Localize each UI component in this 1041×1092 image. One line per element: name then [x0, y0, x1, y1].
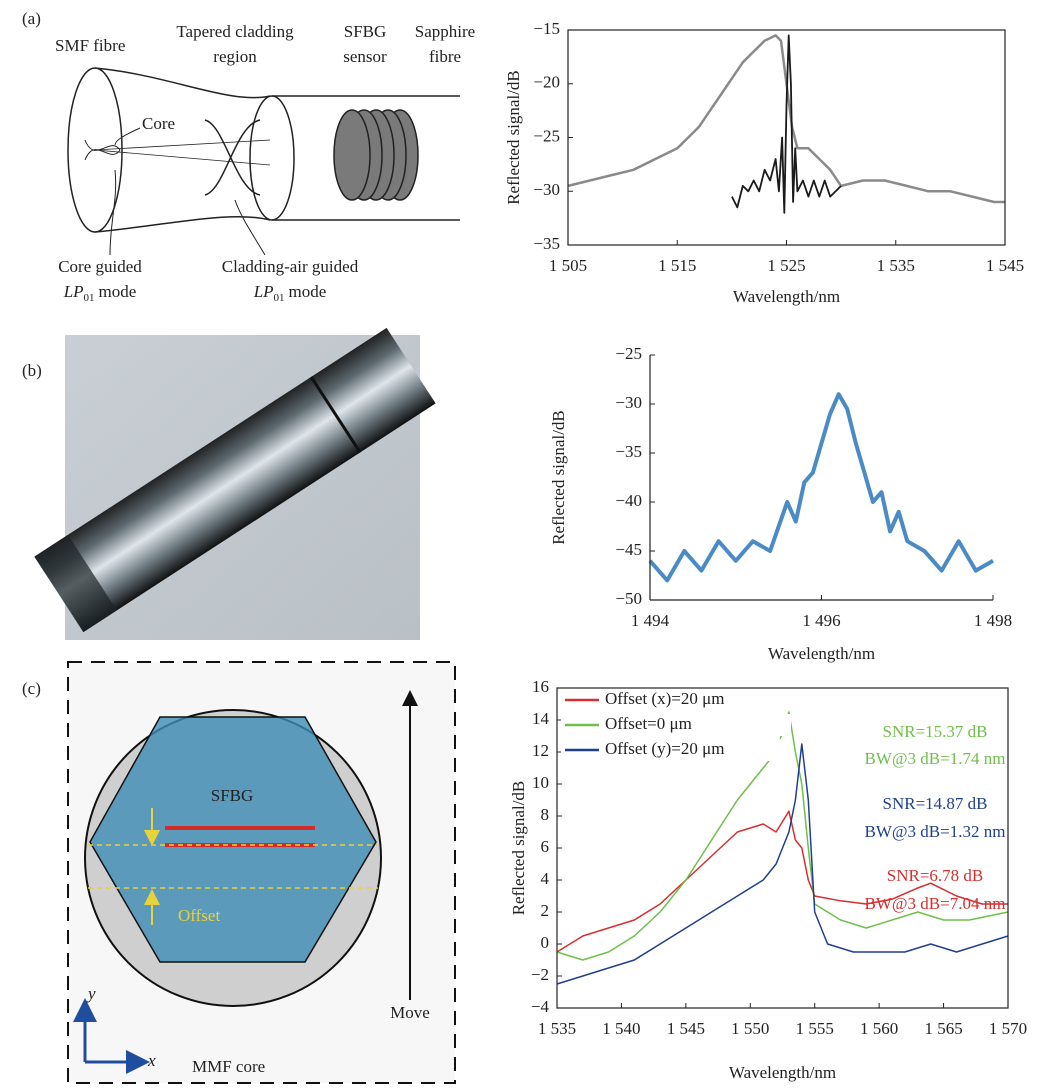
plot-frame [556, 687, 1009, 1009]
x-tick-label: 1 505 [549, 256, 587, 275]
series-line [556, 810, 1008, 953]
label: 01 [274, 292, 285, 304]
legend-bg [561, 689, 791, 711]
label: LP [253, 282, 274, 301]
x-axis-title: Wavelength/nm [729, 1063, 836, 1082]
series-line [556, 711, 1009, 961]
y-tick-label: 0 [541, 933, 550, 952]
x-tick-label: 1 565 [924, 1019, 962, 1038]
label: Move [390, 1003, 430, 1022]
y-tick-label: −40 [615, 491, 642, 510]
y-tick-label: 16 [532, 677, 549, 696]
y-tick-label: −25 [615, 344, 642, 363]
y-tick-label: −2 [531, 965, 549, 984]
x-tick-label: 1 555 [796, 1019, 834, 1038]
label: MMF core [192, 1057, 265, 1076]
offset-diagram [67, 661, 456, 1084]
y-axis-title: Reflected signal/dB [509, 781, 528, 916]
x-tick-label: 1 560 [860, 1019, 898, 1038]
label: LP01 mode [253, 282, 327, 304]
y-tick-label: −20 [533, 73, 560, 92]
label: Sapphire [415, 22, 475, 41]
legend-bg [561, 739, 791, 761]
x-tick-label: 1 515 [658, 256, 696, 275]
label: SMF fibre [55, 36, 125, 55]
label: mode [289, 282, 327, 301]
x-axis-title: Wavelength/nm [733, 287, 840, 306]
x-tick-label: 1 498 [974, 611, 1012, 630]
x-tick-label: 1 570 [989, 1019, 1027, 1038]
y-tick-label: −15 [533, 19, 560, 38]
label: y [86, 984, 96, 1003]
x-axis-title: Wavelength/nm [768, 644, 875, 663]
x-tick-label: 1 494 [631, 611, 670, 630]
panel-label: (a) [22, 9, 41, 28]
y-tick-label: 10 [532, 773, 549, 792]
label: LP01 mode [63, 282, 137, 304]
x-tick-label: 1 525 [767, 256, 805, 275]
label: x [147, 1051, 156, 1070]
label: fibre [429, 47, 461, 66]
legend-bg [561, 714, 791, 736]
legend-label: Offset=0 μm [605, 714, 692, 733]
label: Core guided [58, 257, 142, 276]
annotation: SNR=15.37 dB [883, 722, 988, 741]
y-tick-label: 6 [541, 837, 550, 856]
x-tick-label: 1 535 [877, 256, 915, 275]
sfbg-disks [333, 109, 419, 201]
label: 01 [84, 292, 95, 304]
label: sensor [343, 47, 387, 66]
y-tick-label: −25 [533, 126, 560, 145]
y-tick-label: −45 [615, 540, 642, 559]
annotation: BW@3 dB=7.04 nm [865, 894, 1006, 913]
legend-label: Offset (y)=20 μm [605, 739, 724, 758]
x-tick-label: 1 535 [538, 1019, 576, 1038]
x-tick-label: 1 496 [802, 611, 840, 630]
label: LP [63, 282, 84, 301]
plot-frame [567, 29, 1006, 246]
label: SFBG [344, 22, 387, 41]
y-axis-title: Reflected signal/dB [504, 70, 523, 205]
label: Tapered cladding [176, 22, 294, 41]
series-line [567, 34, 1005, 204]
y-tick-label: 12 [532, 741, 549, 760]
y-tick-label: 4 [541, 869, 550, 888]
annotation: SNR=14.87 dB [883, 794, 988, 813]
series-line [556, 743, 1009, 985]
fibre-photo [34, 327, 436, 640]
y-tick-label: −30 [615, 393, 642, 412]
label: Cladding-air guided [222, 257, 359, 276]
series-line [731, 34, 842, 214]
y-tick-label: 2 [541, 901, 550, 920]
label: mode [99, 282, 137, 301]
panel-label: (b) [22, 361, 42, 380]
series-line [648, 392, 994, 583]
label: Core [142, 114, 175, 133]
y-tick-label: 14 [532, 709, 550, 728]
y-tick-label: −30 [533, 180, 560, 199]
y-tick-label: −50 [615, 589, 642, 608]
y-tick-label: 8 [541, 805, 550, 824]
y-tick-label: −35 [615, 442, 642, 461]
label: SFBG [211, 786, 254, 805]
x-tick-label: 1 550 [731, 1019, 769, 1038]
annotation: BW@3 dB=1.74 nm [865, 749, 1006, 768]
y-tick-label: −35 [533, 234, 560, 253]
fibre-diagram [67, 67, 460, 256]
y-tick-label: −4 [531, 997, 550, 1016]
label: region [213, 47, 257, 66]
label: Offset [178, 906, 220, 925]
panel-label: (c) [22, 679, 41, 698]
x-tick-label: 1 540 [602, 1019, 640, 1038]
x-tick-label: 1 545 [667, 1019, 705, 1038]
y-axis-title: Reflected signal/dB [549, 410, 568, 545]
annotation: SNR=6.78 dB [887, 866, 984, 885]
legend-label: Offset (x)=20 μm [605, 689, 724, 708]
annotation: BW@3 dB=1.32 nm [865, 822, 1006, 841]
x-tick-label: 1 545 [986, 256, 1024, 275]
